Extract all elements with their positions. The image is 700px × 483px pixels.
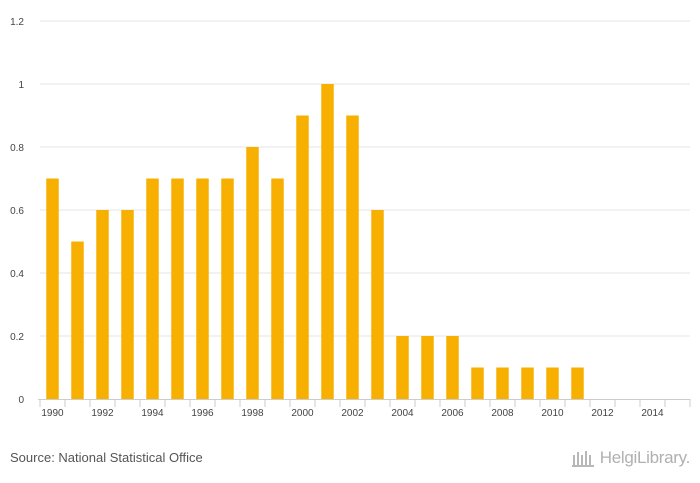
bar-1992[interactable] — [96, 210, 109, 399]
x-tick-label: 2010 — [541, 408, 564, 419]
x-tick-label: 2004 — [391, 408, 414, 419]
library-building-icon — [571, 451, 594, 467]
x-tick-label: 1992 — [91, 408, 114, 419]
bar-1991[interactable] — [71, 241, 84, 400]
bar-1993[interactable] — [121, 210, 134, 399]
bar-2006[interactable] — [446, 336, 459, 399]
bar-2007[interactable] — [471, 367, 484, 400]
bar-2011[interactable] — [571, 367, 584, 400]
y-tick-label: 0.8 — [10, 143, 24, 154]
x-tick-label: 2008 — [491, 408, 514, 419]
x-tick-label: 1994 — [141, 408, 164, 419]
gridlines — [40, 20, 690, 337]
bar-2005[interactable] — [421, 336, 434, 399]
bar-2000[interactable] — [296, 115, 309, 400]
bar-2010[interactable] — [546, 367, 559, 400]
y-tick-label: 1 — [18, 80, 24, 91]
y-axis-tick-labels: 0 0.2 0.4 0.6 0.8 1 1.2 — [10, 17, 24, 406]
bar-1994[interactable] — [146, 178, 159, 400]
bar-2008[interactable] — [496, 367, 509, 400]
x-axis-tick-labels: 1990 1992 1994 1996 1998 2000 2002 2004 2006 2008… — [41, 408, 664, 419]
x-tick-label: 2006 — [441, 408, 464, 419]
bar-1997[interactable] — [221, 178, 234, 400]
bar-1990[interactable] — [46, 178, 59, 400]
y-tick-label: 0.2 — [10, 332, 24, 343]
bar-2003[interactable] — [371, 210, 384, 399]
x-tick-label: 2014 — [641, 408, 664, 419]
y-tick-label: 0 — [18, 395, 24, 406]
x-tick-label: 1996 — [191, 408, 214, 419]
bar-2004[interactable] — [396, 336, 409, 399]
bar-1995[interactable] — [171, 178, 184, 400]
logo-text: HelgiLibrary. — [599, 448, 691, 467]
helgi-library-logo[interactable]: HelgiLibrary. — [571, 448, 691, 468]
bar-1999[interactable] — [271, 178, 284, 400]
bar-2001[interactable] — [321, 84, 334, 399]
bar-chart: 0 0.2 0.4 0.6 0.8 1 1.2 1990 1992 1994 1996 1998 20… — [10, 17, 691, 419]
x-tick-label: 1990 — [41, 408, 64, 419]
bar-2002[interactable] — [346, 115, 359, 400]
x-axis — [38, 399, 691, 407]
x-tick-label: 1998 — [241, 408, 264, 419]
x-tick-label: 2000 — [291, 408, 314, 419]
y-tick-label: 0.6 — [10, 206, 24, 217]
bar-1998[interactable] — [246, 147, 259, 399]
bar-2009[interactable] — [521, 367, 534, 400]
y-tick-label: 0.4 — [10, 269, 24, 280]
bar-series — [46, 84, 584, 399]
source-note: Source: National Statistical Office — [10, 450, 203, 465]
x-tick-label: 2002 — [341, 408, 364, 419]
bar-1996[interactable] — [196, 178, 209, 400]
y-tick-label: 1.2 — [10, 17, 24, 28]
x-tick-label: 2012 — [591, 408, 614, 419]
